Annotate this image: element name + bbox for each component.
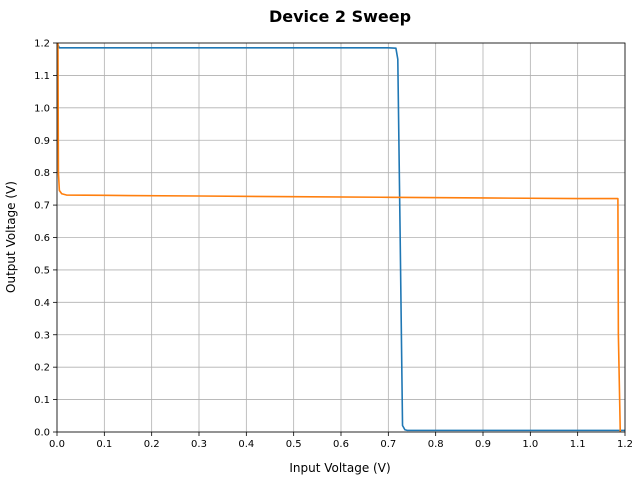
x-tick-label: 0.1 xyxy=(96,439,112,450)
x-tick-label: 0.2 xyxy=(144,439,160,450)
x-tick-label: 1.1 xyxy=(570,439,586,450)
x-tick-label: 0.9 xyxy=(475,439,491,450)
y-tick-label: 0.0 xyxy=(34,428,50,439)
y-tick-label: 1.1 xyxy=(34,71,50,82)
y-tick-label: 0.6 xyxy=(34,233,50,244)
x-tick-label: 0.3 xyxy=(191,439,207,450)
y-tick-label: 0.1 xyxy=(34,395,50,406)
y-tick-label: 0.3 xyxy=(34,330,50,341)
y-tick-label: 0.7 xyxy=(34,201,50,212)
y-tick-label: 0.2 xyxy=(34,363,50,374)
x-tick-label: 1.2 xyxy=(617,439,633,450)
x-tick-label: 0.0 xyxy=(49,439,65,450)
series-line-1 xyxy=(57,43,625,432)
x-tick-label: 0.7 xyxy=(380,439,396,450)
y-tick-label: 0.8 xyxy=(34,168,50,179)
x-axis-label: Input Voltage (V) xyxy=(289,461,390,475)
x-tick-label: 1.0 xyxy=(522,439,538,450)
y-axis-label: Output Voltage (V) xyxy=(4,181,18,293)
series-line-2 xyxy=(57,43,622,432)
series-layer xyxy=(57,43,625,432)
x-tick-label: 0.6 xyxy=(333,439,349,450)
y-tick-label: 0.5 xyxy=(34,265,50,276)
y-tick-label: 0.9 xyxy=(34,136,50,147)
x-tick-label: 0.8 xyxy=(428,439,444,450)
chart-title: Device 2 Sweep xyxy=(269,7,411,26)
axis-ticks: 0.0 0.1 0.2 0.3 0.4 0.5 0.6 0.7 0.8 0.9 1.0 1.1 1.2 0… xyxy=(34,39,633,451)
y-tick-label: 1.2 xyxy=(34,39,50,50)
x-tick-label: 0.5 xyxy=(286,439,302,450)
y-tick-label: 1.0 xyxy=(34,103,50,114)
x-tick-label: 0.4 xyxy=(238,439,254,450)
y-tick-label: 0.4 xyxy=(34,298,50,309)
